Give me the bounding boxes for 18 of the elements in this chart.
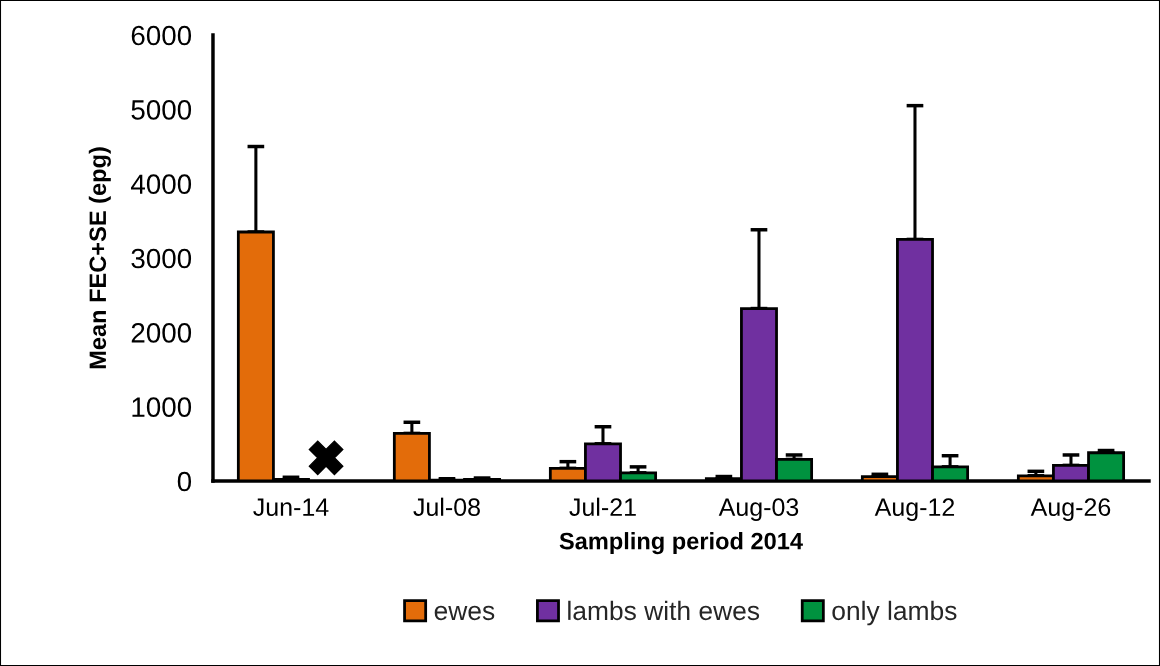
y-tick-label: 6000 [131,25,192,46]
legend-label: lambs with ewes [568,600,760,621]
x-axis-title: Sampling period 2014 [559,532,803,555]
x-tick-label: Jul-21 [569,497,636,517]
x-tick-label: Aug-03 [718,498,799,521]
y-tick-label: 1000 [132,397,192,417]
y-tick-label: 2000 [131,323,192,343]
x-tick-label: Aug-26 [1030,498,1111,521]
y-tick-label: 0 [177,471,192,492]
y-tick-label: 3000 [131,248,192,269]
legend-label: only lambs [832,600,957,626]
x-tick-label: Jul-08 [413,497,480,517]
legend-label: ewes [434,605,495,621]
y-tick-label: 4000 [130,174,192,195]
x-tick-label: Aug-12 [874,498,955,521]
y-axis-title: Mean FEC+SE (epg) [88,147,111,369]
x-tick-label: Jun-14 [253,498,329,517]
y-tick-label: 5000 [131,100,192,120]
